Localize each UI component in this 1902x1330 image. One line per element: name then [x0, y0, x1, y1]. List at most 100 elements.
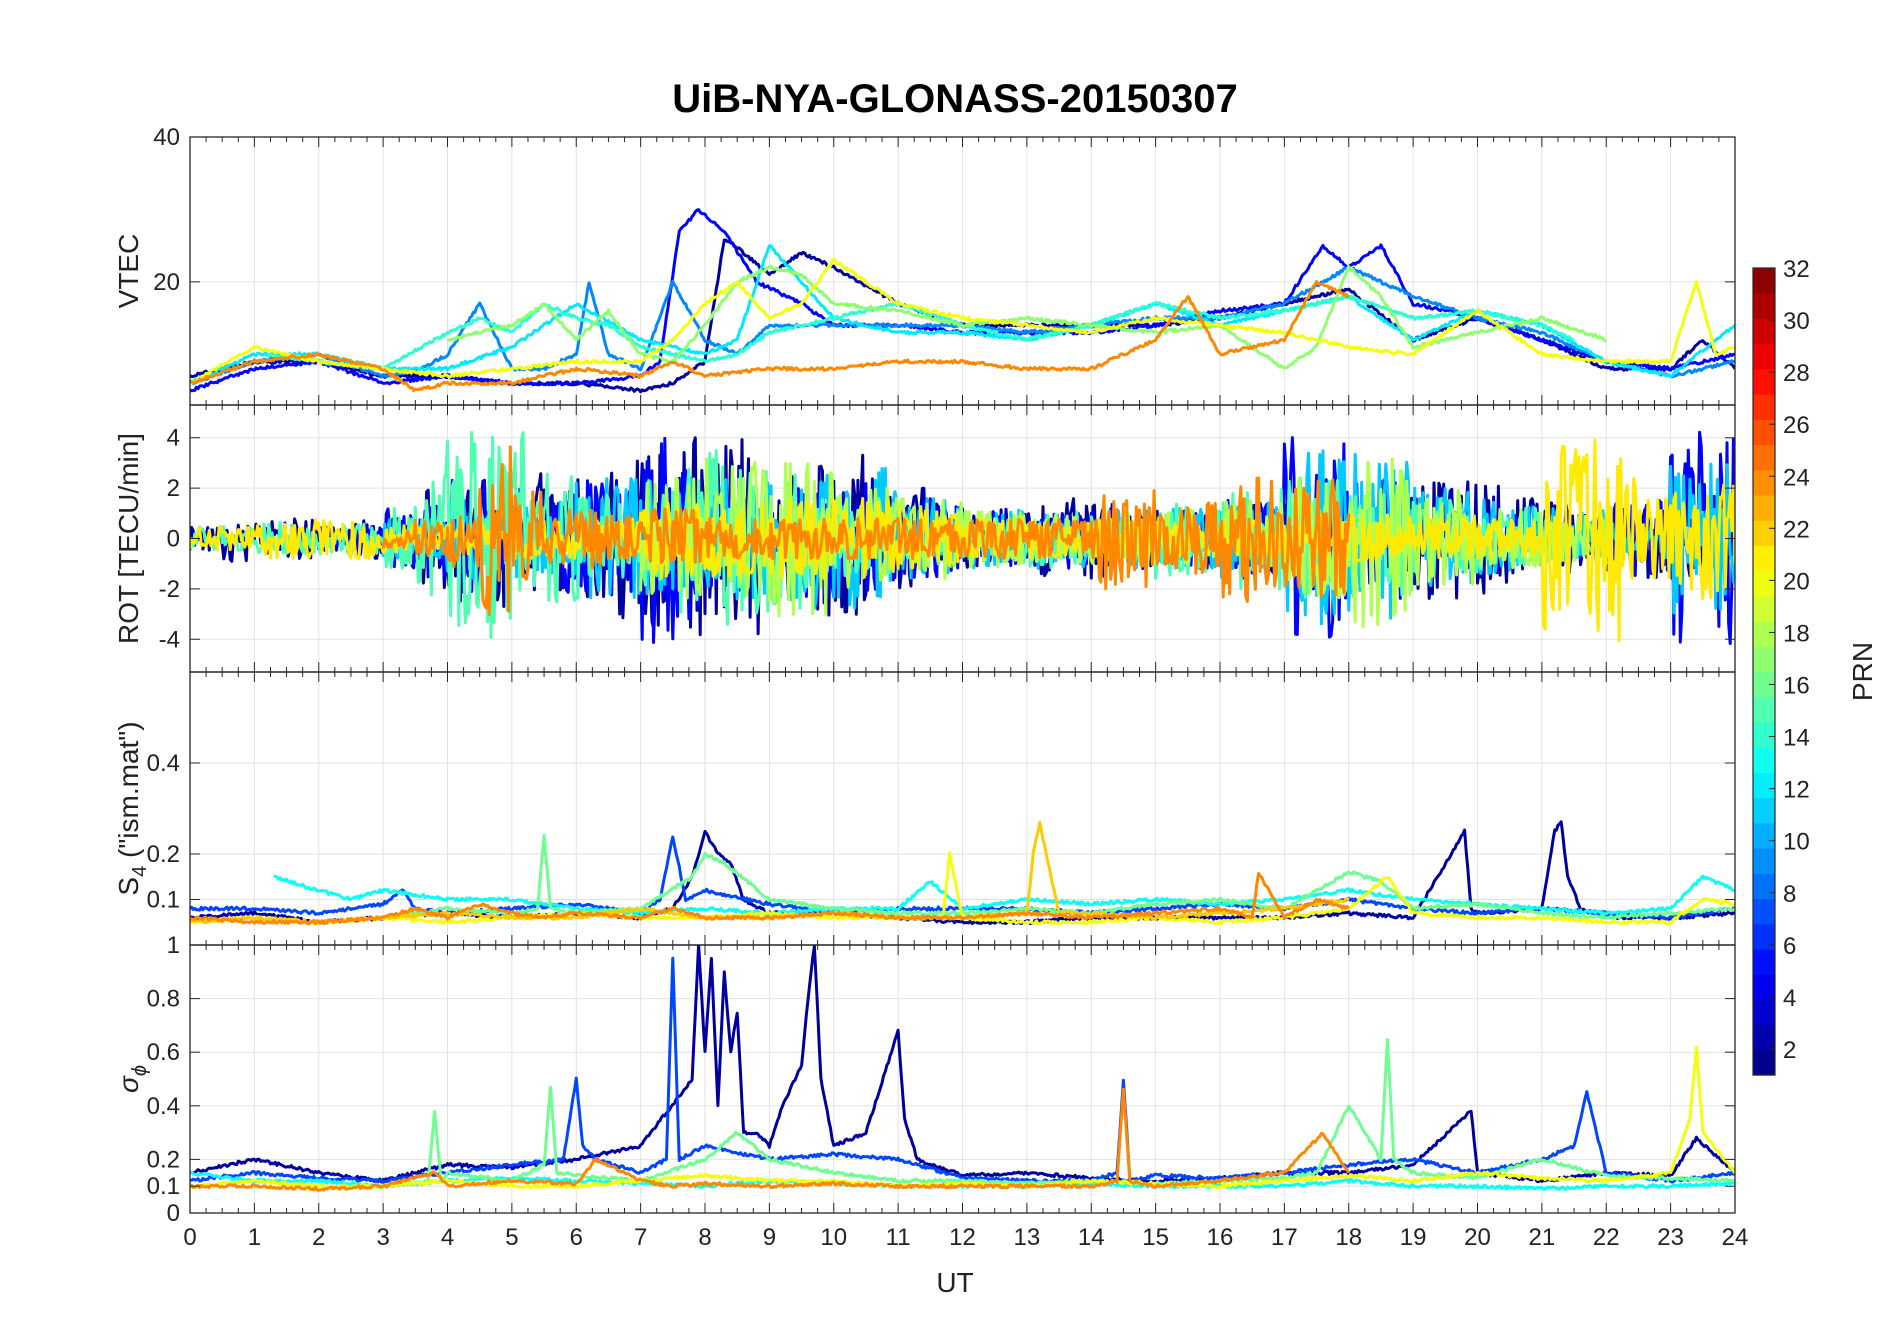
colorbar-tick-label: 16: [1783, 673, 1810, 700]
rot-y-tick-label: 2: [167, 475, 180, 502]
colorbar-swatch: [1753, 747, 1775, 773]
colorbar-tick-label: 2: [1783, 1037, 1796, 1064]
x-tick-label: 23: [1657, 1224, 1684, 1251]
colorbar-tick-label: 30: [1783, 308, 1810, 335]
x-tick-label: 18: [1335, 1224, 1362, 1251]
colorbar-swatch: [1753, 368, 1775, 395]
s4-y-axis-label: S4 ("ism.mat"): [113, 721, 151, 895]
colorbar-tick-label: 28: [1783, 360, 1810, 387]
x-tick-label: 4: [441, 1224, 454, 1251]
sigma_phi-y-tick-label: 0: [167, 1200, 180, 1227]
rot-y-tick-label: 0: [167, 526, 180, 553]
sigma_phi-y-tick-label: 0.4: [147, 1093, 180, 1120]
colorbar-swatch: [1753, 268, 1775, 294]
colorbar-swatch: [1753, 696, 1775, 723]
colorbar-label: PRN: [1847, 642, 1878, 701]
x-tick-label: 13: [1014, 1224, 1041, 1251]
colorbar-tick-label: 24: [1783, 464, 1810, 491]
colorbar-swatch: [1753, 444, 1775, 471]
x-tick-label: 1: [248, 1224, 261, 1251]
x-tick-label: 16: [1207, 1224, 1234, 1251]
sigma_phi-y-tick-label: 0.8: [147, 986, 180, 1013]
sigma_phi-y-tick-label: 0.1: [147, 1173, 180, 1200]
panel-sigma_phi: 00.10.2 0.4 0.6 0.8 1 σϕ: [113, 932, 1736, 1227]
colorbar-swatch: [1753, 822, 1775, 849]
rot-series: [190, 430, 1735, 645]
colorbar-tick-label: 8: [1783, 881, 1796, 908]
x-tick-label: 17: [1271, 1224, 1298, 1251]
rot-y-tick-label: 4: [167, 425, 180, 452]
colorbar-tick-label: 22: [1783, 516, 1810, 543]
sigma_phi-series-prn-16: [382, 1038, 1735, 1188]
colorbar-swatch: [1753, 394, 1775, 420]
colorbar-swatch: [1753, 343, 1775, 370]
x-tick-label: 21: [1529, 1224, 1556, 1251]
s4-y-tick-label: 0.1: [147, 887, 180, 914]
x-tick-label: 14: [1078, 1224, 1105, 1251]
rot-y-axis-label: ROT [TECU/min]: [113, 433, 144, 644]
rot-series-prn-24: [381, 445, 1351, 616]
panel-rot: -4 -2 0 2 4 ROT [TECU/min]: [113, 404, 1736, 673]
colorbar-swatch: [1753, 646, 1775, 673]
vtec-series-prn-14: [266, 293, 1575, 371]
vtec-y-axis-label: VTEC: [113, 234, 144, 309]
s4-y-tick-label: 0.4: [147, 750, 180, 777]
sigma_phi-series-prn-24: [190, 1087, 1351, 1192]
x-tick-label: 3: [376, 1224, 389, 1251]
x-tick-label: 15: [1142, 1224, 1169, 1251]
colorbar-swatch: [1753, 469, 1775, 496]
colorbar-swatch: [1753, 923, 1775, 950]
colorbar-swatch: [1753, 621, 1775, 647]
s4-series-prn-24: [190, 871, 1350, 926]
x-tick-label: 10: [820, 1224, 847, 1251]
colorbar-swatch: [1753, 772, 1775, 799]
colorbar-tick-label: 6: [1783, 933, 1796, 960]
colorbar-tick-label: 4: [1783, 985, 1796, 1012]
colorbar-frame: [1752, 267, 1776, 1076]
x-tick-label: 22: [1593, 1224, 1620, 1251]
x-tick-label: 12: [949, 1224, 976, 1251]
x-tick-label: 24: [1722, 1224, 1749, 1251]
colorbar-swatch: [1753, 494, 1775, 521]
sigma_phi-y-axis-label: σϕ: [113, 1065, 151, 1093]
sigma_phi-y-tick-label: 1: [167, 932, 180, 959]
vtec-series: [190, 208, 1735, 394]
colorbar-swatch: [1753, 419, 1775, 446]
sigma_phi-series: [190, 945, 1735, 1192]
colorbar-swatch: [1753, 898, 1775, 925]
x-tick-labels: 0 1 2 3 4 5 6 7 8 9 10 11 12 13 14 15 16 17 18 19 20 21 22 23 24: [183, 1224, 1748, 1251]
colorbar-swatch: [1753, 848, 1775, 874]
colorbar-tick-label: 20: [1783, 568, 1810, 595]
colorbar-swatch: [1753, 873, 1775, 900]
colorbar-tick-label: 18: [1783, 620, 1810, 647]
colorbar-tick-label: 12: [1783, 777, 1810, 804]
colorbar-tick-label: 10: [1783, 829, 1810, 856]
sigma_phi-y-tick-label: 0.6: [147, 1039, 180, 1066]
colorbar-swatch: [1753, 1049, 1775, 1076]
colorbar-swatch: [1753, 318, 1775, 345]
x-tick-label: 0: [183, 1224, 196, 1251]
colorbar-swatch: [1753, 293, 1775, 320]
rot-series-prn-21: [190, 438, 1735, 642]
colorbar-tick-label: 14: [1783, 725, 1810, 752]
rot-ticks: -4 -2 0 2 4: [159, 405, 1736, 672]
x-tick-label: 2: [312, 1224, 325, 1251]
x-tick-label: 8: [698, 1224, 711, 1251]
colorbar-tick-label: 26: [1783, 412, 1810, 439]
s4-y-tick-label: 0.2: [147, 841, 180, 868]
colorbar-swatch: [1753, 520, 1775, 547]
colorbar-swatch: [1753, 721, 1775, 748]
sigma_phi-series-prn-20: [190, 1045, 1735, 1190]
x-axis-label: UT: [936, 1267, 973, 1298]
x-tick-label: 20: [1464, 1224, 1491, 1251]
rot-y-tick-label: -2: [159, 576, 180, 603]
x-tick-label: 6: [570, 1224, 583, 1251]
x-tick-label: 19: [1400, 1224, 1427, 1251]
colorbar-swatch: [1753, 948, 1775, 975]
